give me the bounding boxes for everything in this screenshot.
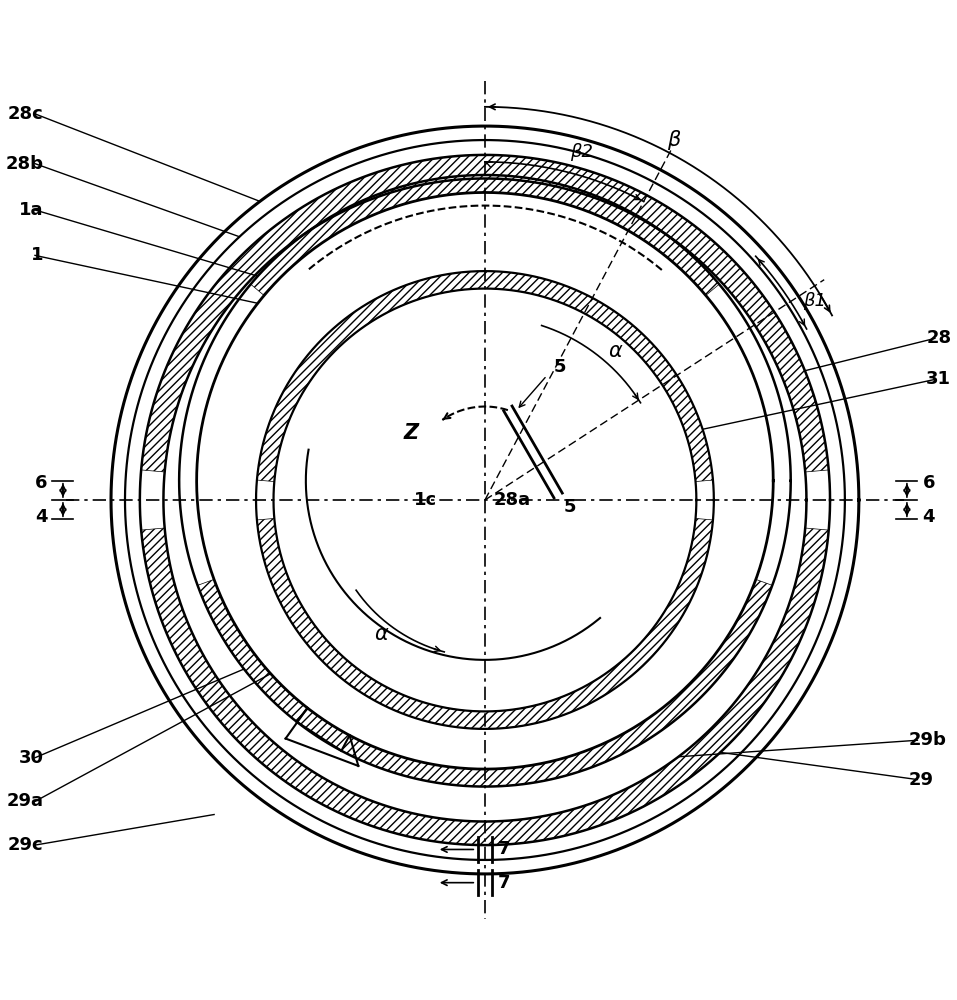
Text: 29c: 29c xyxy=(8,836,44,854)
Text: 1: 1 xyxy=(32,246,44,264)
Text: 6: 6 xyxy=(34,474,47,492)
Text: 5: 5 xyxy=(554,358,567,376)
Wedge shape xyxy=(256,518,713,729)
Text: 29b: 29b xyxy=(908,731,946,749)
Wedge shape xyxy=(141,155,829,472)
Text: 4: 4 xyxy=(34,508,47,526)
Wedge shape xyxy=(256,271,713,482)
Text: β: β xyxy=(667,130,680,150)
Wedge shape xyxy=(251,175,719,295)
Text: 30: 30 xyxy=(19,749,44,767)
Text: 31: 31 xyxy=(926,370,951,388)
Text: β2: β2 xyxy=(570,143,593,161)
Text: 5: 5 xyxy=(564,498,576,516)
Text: 28c: 28c xyxy=(8,105,44,123)
Text: 7: 7 xyxy=(498,840,510,858)
Text: 1c: 1c xyxy=(413,491,437,509)
Text: 29: 29 xyxy=(908,771,934,789)
Text: β1: β1 xyxy=(803,292,826,310)
Text: Z: Z xyxy=(403,423,418,443)
Text: 4: 4 xyxy=(923,508,935,526)
Text: 28a: 28a xyxy=(494,491,531,509)
Text: α: α xyxy=(375,624,389,644)
Wedge shape xyxy=(141,528,829,845)
Text: 7: 7 xyxy=(498,874,510,892)
Text: 29a: 29a xyxy=(7,792,44,810)
Text: 6: 6 xyxy=(923,474,935,492)
Text: 28: 28 xyxy=(926,329,951,347)
Text: 28b: 28b xyxy=(6,155,44,173)
Text: 1a: 1a xyxy=(19,201,44,219)
Text: α: α xyxy=(609,341,622,361)
Wedge shape xyxy=(197,579,772,787)
